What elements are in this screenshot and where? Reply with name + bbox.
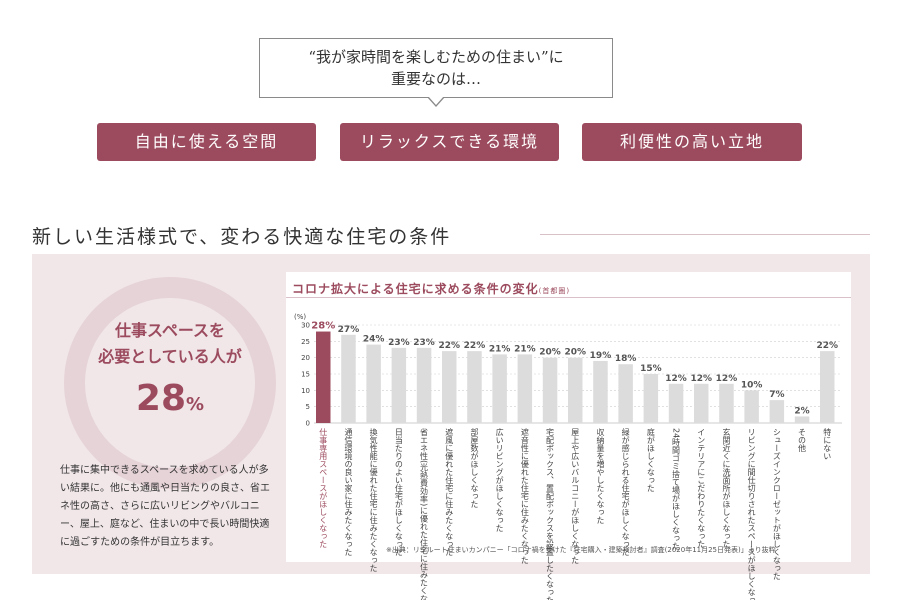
tag-free-space: 自由に使える空間 [97,123,316,161]
highlight-value: 28 [135,378,187,419]
callout-line-1: “我が家時間を楽しむための住まい”に [308,48,564,66]
highlight-text: 仕事スペースを 必要としている人が [64,318,276,370]
highlight-line-1: 仕事スペースを [114,321,226,340]
highlight-number: 28% [64,378,276,419]
callout-line-2: 重要なのは… [390,70,481,88]
chart-title-text: コロナ拡大による住宅に求める条件の変化 [292,282,539,296]
section-heading: 新しい生活様式で、変わる快適な住宅の条件 [32,222,462,249]
callout-box: “我が家時間を楽しむための住まい”に 重要なのは… [259,38,613,98]
highlight-unit: % [186,394,205,415]
callout-tail-inner [428,96,444,105]
tag-relax-environment: リラックスできる環境 [340,123,559,161]
chart-title: コロナ拡大による住宅に求める条件の変化(首都圏) [292,280,570,297]
source-note: ※出典：リクルート住まいカンパニー「コロナ禍を受けた『住宅購入・建築検討者』調査… [386,546,776,554]
chart-box [286,272,851,562]
chart-title-rule [286,297,851,298]
highlight-ring [64,277,276,489]
highlight-line-2: 必要としている人が [98,347,242,366]
description-text: 仕事に集中できるスペースを求めている人が多い結果に。他にも通風や日当たりの良さ、… [60,465,270,548]
heading-rule [540,234,870,235]
tag-convenient-location: 利便性の高い立地 [582,123,802,161]
chart-title-note: (首都圏) [538,287,571,295]
